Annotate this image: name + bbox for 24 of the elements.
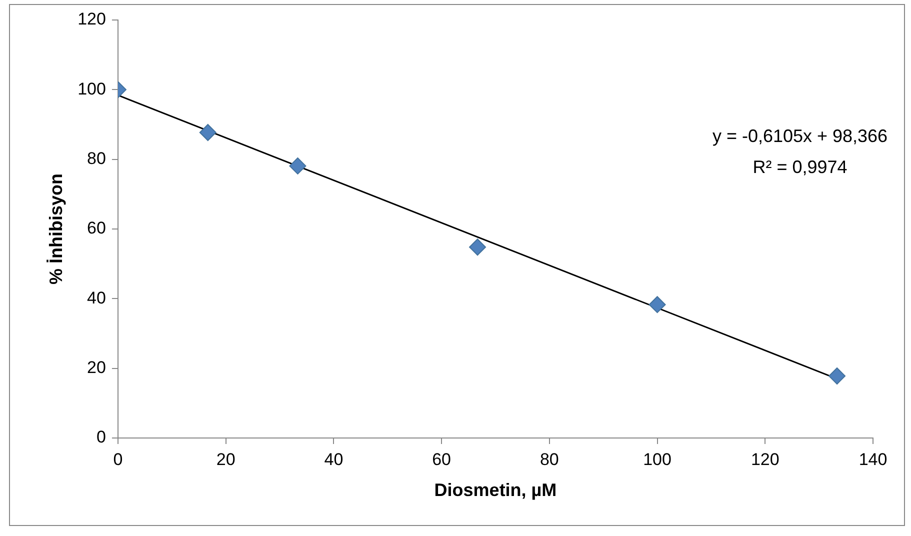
- point: [648, 296, 666, 314]
- x-tick-label: 0: [113, 450, 123, 469]
- x-tick-label: 20: [216, 450, 236, 469]
- y-tick-label: 60: [87, 218, 106, 238]
- point: [828, 367, 846, 384]
- y-tick-label: 100: [78, 79, 106, 98]
- annotation: y = -0,6105x + 98,366: [712, 126, 888, 146]
- point: [199, 124, 216, 142]
- y-tick-label: 40: [87, 288, 106, 308]
- x-tick-label: 40: [324, 450, 344, 469]
- y-tick-label: 0: [96, 428, 106, 447]
- x-tick-label: 60: [432, 450, 452, 469]
- x-axis-title: Diosmetin, µM: [434, 480, 557, 500]
- y-axis-title: % İnhibisyon: [46, 173, 66, 285]
- x-tick-label: 80: [540, 450, 559, 469]
- point: [289, 157, 306, 174]
- y-tick-label: 80: [87, 149, 106, 168]
- y-tick-label: 120: [78, 10, 106, 29]
- x-tick-label: 100: [643, 450, 672, 469]
- point: [469, 238, 486, 256]
- x-tick-label: 120: [750, 450, 780, 469]
- x-tick-label: 140: [858, 450, 888, 469]
- y-tick-label: 20: [87, 358, 106, 378]
- annotation: R² = 0,9974: [752, 157, 848, 177]
